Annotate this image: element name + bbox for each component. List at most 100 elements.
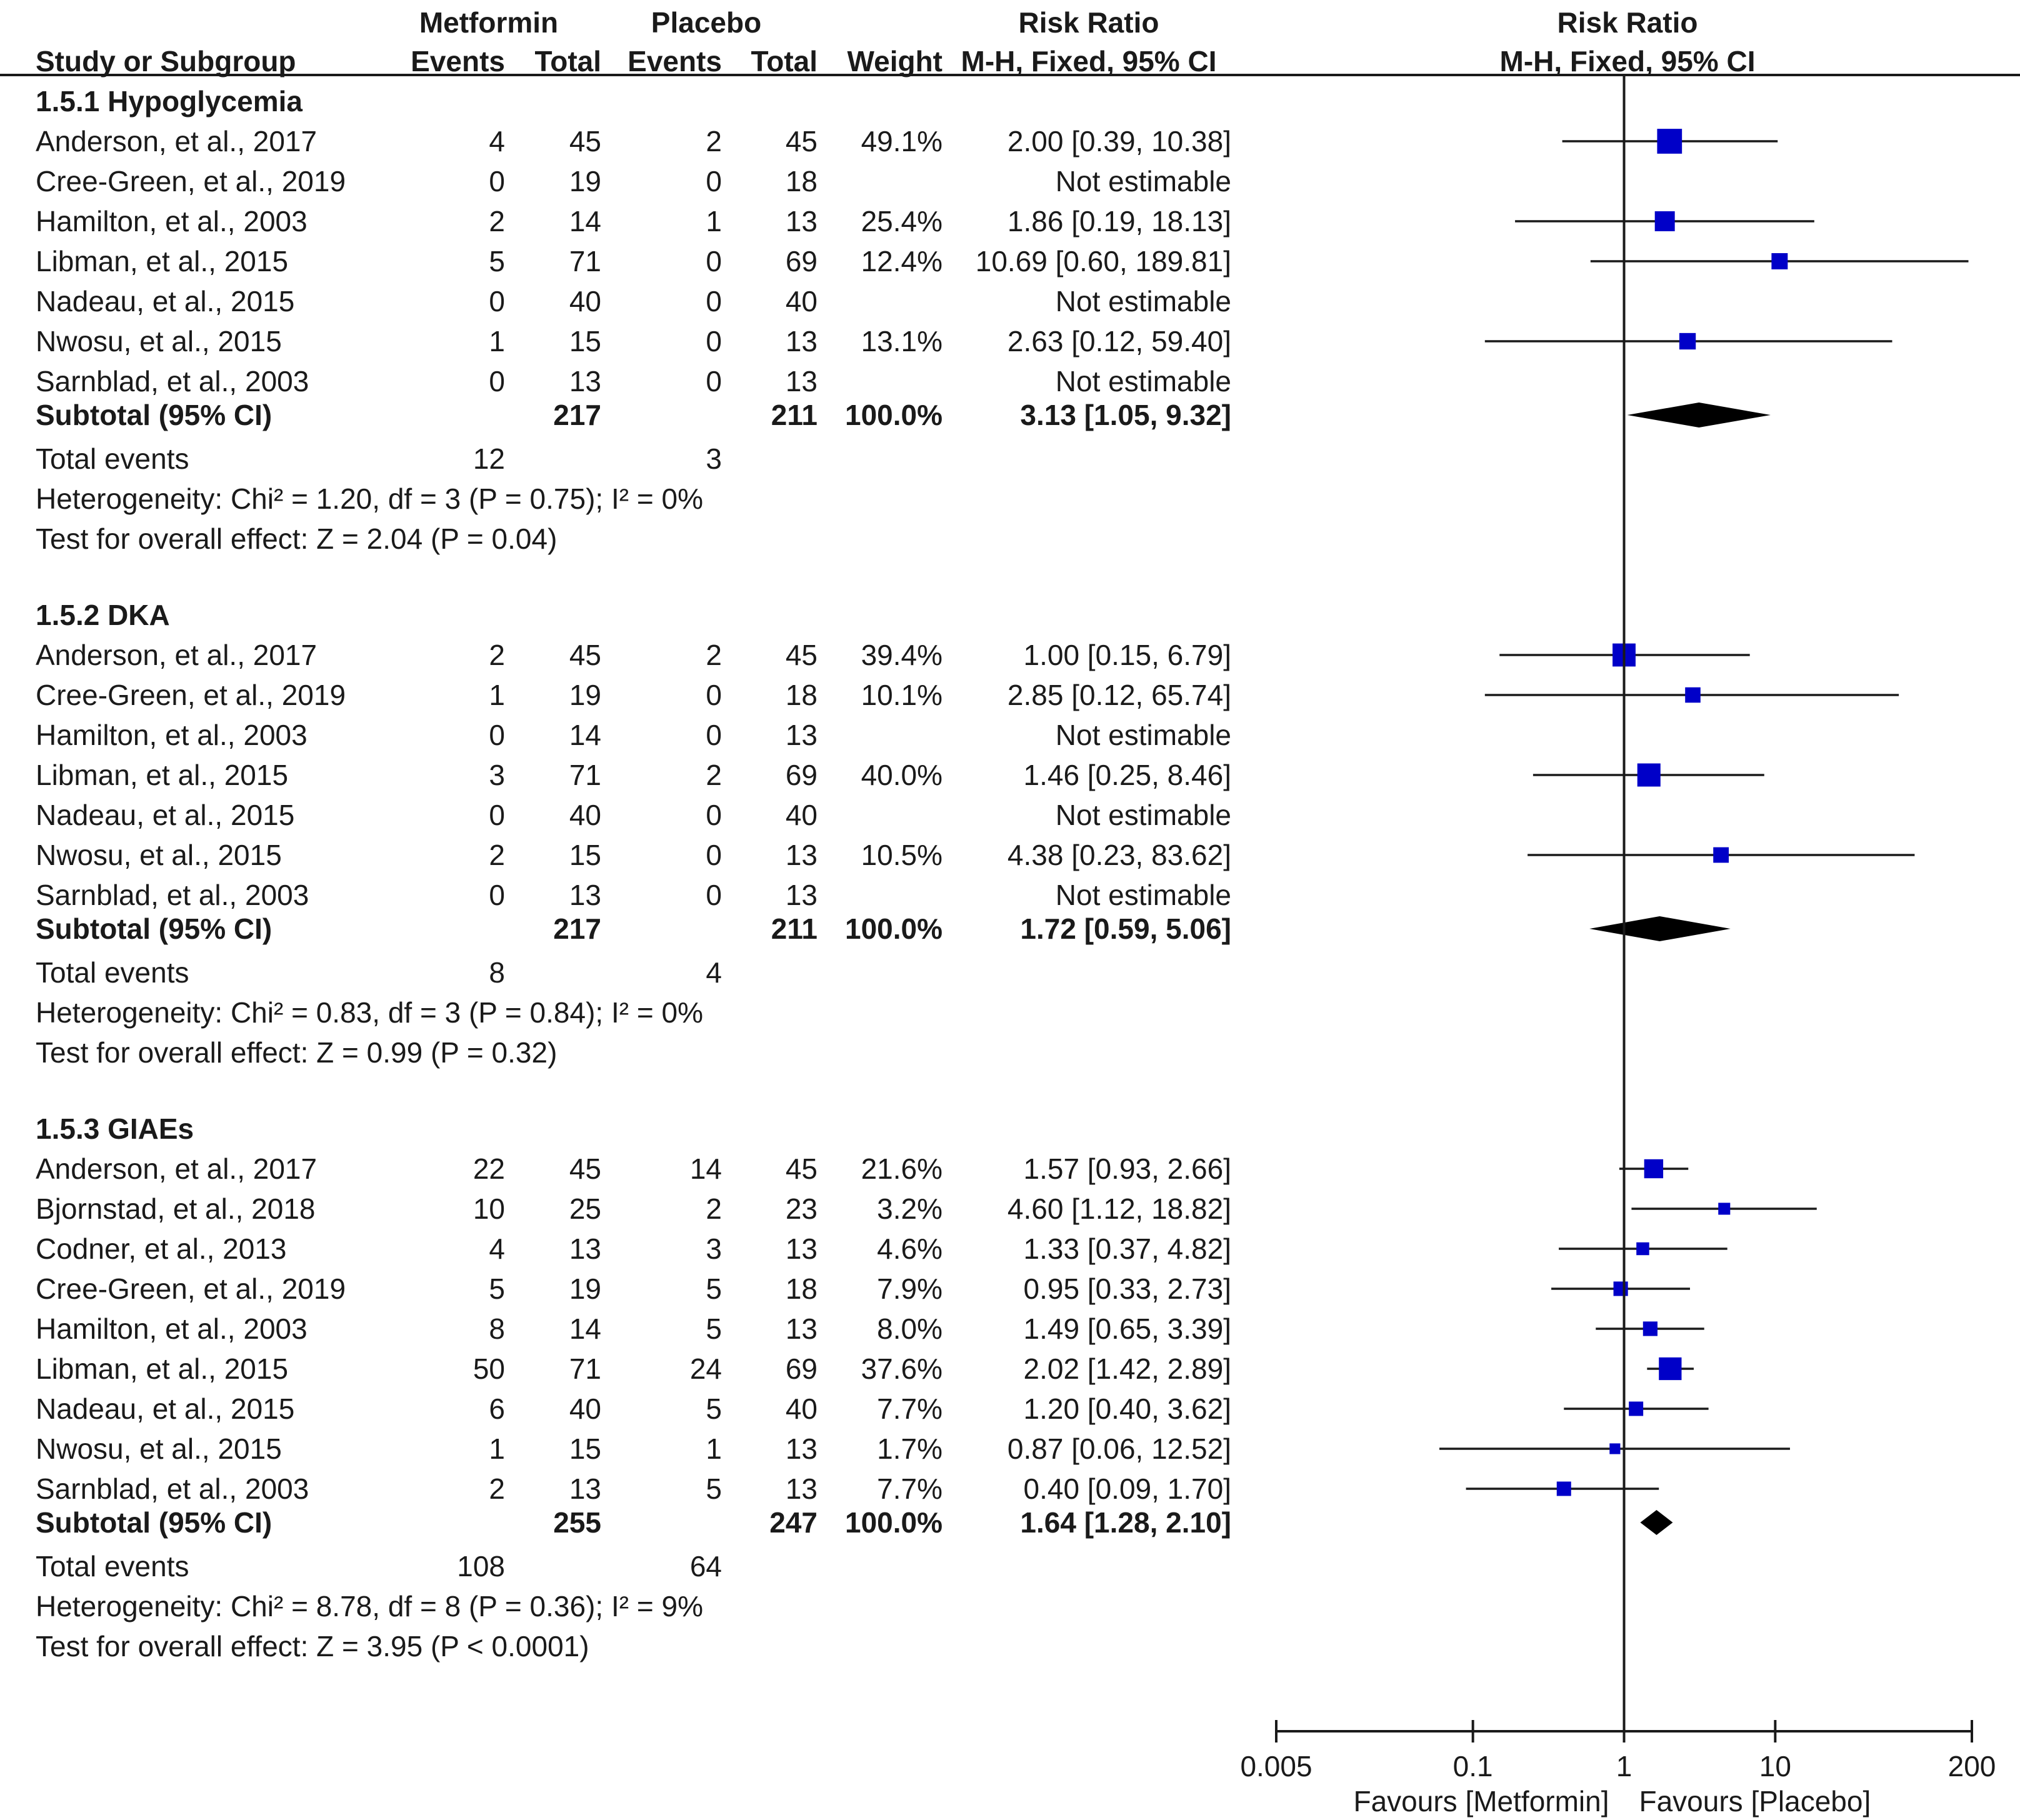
placebo-total-value: 18	[786, 165, 818, 198]
total-events-placebo: 4	[706, 956, 722, 989]
metformin-events-value: 22	[473, 1152, 505, 1185]
study-label: Nwosu, et al., 2015	[36, 839, 282, 871]
weight-value: 7.9%	[877, 1272, 942, 1305]
metformin-total-value: 14	[569, 1312, 601, 1345]
placebo-total-header: Total	[751, 45, 818, 78]
subtotal-placebo-total: 211	[771, 399, 818, 431]
metformin-total-value: 19	[569, 165, 601, 198]
placebo-events-value: 24	[690, 1352, 722, 1385]
study-label: Nadeau, et al., 2015	[36, 285, 294, 318]
metformin-events-header: Events	[411, 45, 505, 78]
placebo-total-value: 40	[786, 1392, 818, 1425]
study-label: Hamilton, et al., 2003	[36, 719, 308, 751]
overall-effect-text: Test for overall effect: Z = 2.04 (P = 0…	[36, 522, 557, 555]
metformin-total-value: 19	[569, 679, 601, 711]
metformin-events-value: 0	[489, 799, 505, 831]
ci-value: 1.86 [0.19, 18.13]	[1008, 205, 1231, 238]
total-events-label: Total events	[36, 1550, 189, 1582]
metformin-total-value: 40	[569, 285, 601, 318]
metformin-total-value: 13	[569, 1232, 601, 1265]
total-events-label: Total events	[36, 956, 189, 989]
placebo-events-value: 0	[706, 325, 722, 358]
study-label: Nwosu, et al., 2015	[36, 1432, 282, 1465]
placebo-total-value: 13	[786, 1312, 818, 1345]
method-header: M-H, Fixed, 95% CI	[961, 45, 1217, 78]
ci-value: 2.02 [1.42, 2.89]	[1024, 1352, 1232, 1385]
metformin-total-value: 40	[569, 1392, 601, 1425]
placebo-total-value: 23	[786, 1192, 818, 1225]
metformin-events-value: 2	[489, 1472, 505, 1505]
metformin-total-value: 13	[569, 365, 601, 398]
metformin-events-value: 0	[489, 365, 505, 398]
ci-value: Not estimable	[1056, 719, 1231, 751]
metformin-total-value: 71	[569, 1352, 601, 1385]
weight-value: 7.7%	[877, 1472, 942, 1505]
weight-header: Weight	[848, 45, 942, 78]
metformin-total-value: 15	[569, 1432, 601, 1465]
subtotal-placebo-total: 211	[771, 912, 818, 945]
favours-metformin-label: Favours [Metformin]	[1354, 1785, 1609, 1818]
study-column-header: Study or Subgroup	[36, 45, 296, 78]
weight-value: 39.4%	[861, 639, 942, 671]
metformin-total-value: 15	[569, 325, 601, 358]
weight-value: 40.0%	[861, 759, 942, 791]
subtotal-label: Subtotal (95% CI)	[36, 399, 272, 431]
study-label: Nadeau, et al., 2015	[36, 1392, 294, 1425]
metformin-total-value: 19	[569, 1272, 601, 1305]
placebo-events-value: 5	[706, 1272, 722, 1305]
study-label: Sarnblad, et al., 2003	[36, 1472, 309, 1505]
weight-value: 25.4%	[861, 205, 942, 238]
ci-value: 0.87 [0.06, 12.52]	[1008, 1432, 1231, 1465]
placebo-total-value: 45	[786, 125, 818, 158]
ci-value: 1.46 [0.25, 8.46]	[1024, 759, 1232, 791]
placebo-events-value: 0	[706, 679, 722, 711]
subtotal-metformin-total: 255	[553, 1506, 601, 1539]
point-estimate-marker	[1771, 253, 1788, 269]
study-label: Libman, et al., 2015	[36, 1352, 288, 1385]
study-label: Cree-Green, et al., 2019	[36, 165, 346, 198]
total-events-metformin: 108	[457, 1550, 505, 1582]
total-events-placebo: 3	[706, 442, 722, 475]
metformin-total-value: 14	[569, 719, 601, 751]
point-estimate-marker	[1629, 1401, 1644, 1416]
point-estimate-marker	[1637, 763, 1661, 787]
metformin-events-value: 3	[489, 759, 505, 791]
x-axis-tick-label: 0.1	[1453, 1750, 1493, 1782]
point-estimate-marker	[1613, 1281, 1628, 1296]
metformin-total-value: 40	[569, 799, 601, 831]
study-label: Anderson, et al., 2017	[36, 639, 317, 671]
ci-value: 2.85 [0.12, 65.74]	[1008, 679, 1231, 711]
metformin-events-value: 8	[489, 1312, 505, 1345]
point-estimate-marker	[1718, 1202, 1731, 1215]
study-label: Anderson, et al., 2017	[36, 1152, 317, 1185]
study-label: Cree-Green, et al., 2019	[36, 679, 346, 711]
metformin-total-header: Total	[535, 45, 601, 78]
placebo-events-value: 14	[690, 1152, 722, 1185]
placebo-events-value: 2	[706, 125, 722, 158]
subtotal-diamond	[1627, 402, 1771, 428]
point-estimate-marker	[1642, 1321, 1658, 1336]
metformin-events-value: 1	[489, 325, 505, 358]
subtotal-metformin-total: 217	[553, 912, 601, 945]
placebo-events-value: 2	[706, 759, 722, 791]
plot-method-header: M-H, Fixed, 95% CI	[1500, 45, 1756, 78]
heterogeneity-text: Heterogeneity: Chi² = 8.78, df = 8 (P = …	[36, 1590, 703, 1622]
weight-value: 4.6%	[877, 1232, 942, 1265]
ci-value: 4.38 [0.23, 83.62]	[1008, 839, 1231, 871]
subgroup-heading: 1.5.1 Hypoglycemia	[36, 85, 302, 118]
x-axis-tick-label: 200	[1948, 1750, 1996, 1782]
weight-value: 13.1%	[861, 325, 942, 358]
study-label: Anderson, et al., 2017	[36, 125, 317, 158]
weight-value: 10.5%	[861, 839, 942, 871]
total-events-metformin: 8	[489, 956, 505, 989]
subtotal-diamond	[1640, 1510, 1673, 1535]
placebo-events-value: 1	[706, 205, 722, 238]
placebo-events-value: 5	[706, 1472, 722, 1505]
metformin-total-value: 45	[569, 125, 601, 158]
placebo-total-value: 69	[786, 1352, 818, 1385]
ci-value: 2.63 [0.12, 59.40]	[1008, 325, 1231, 358]
ci-value: 0.40 [0.09, 1.70]	[1024, 1472, 1232, 1505]
study-label: Nadeau, et al., 2015	[36, 799, 294, 831]
total-events-placebo: 64	[690, 1550, 722, 1582]
placebo-group-header: Placebo	[651, 6, 761, 39]
